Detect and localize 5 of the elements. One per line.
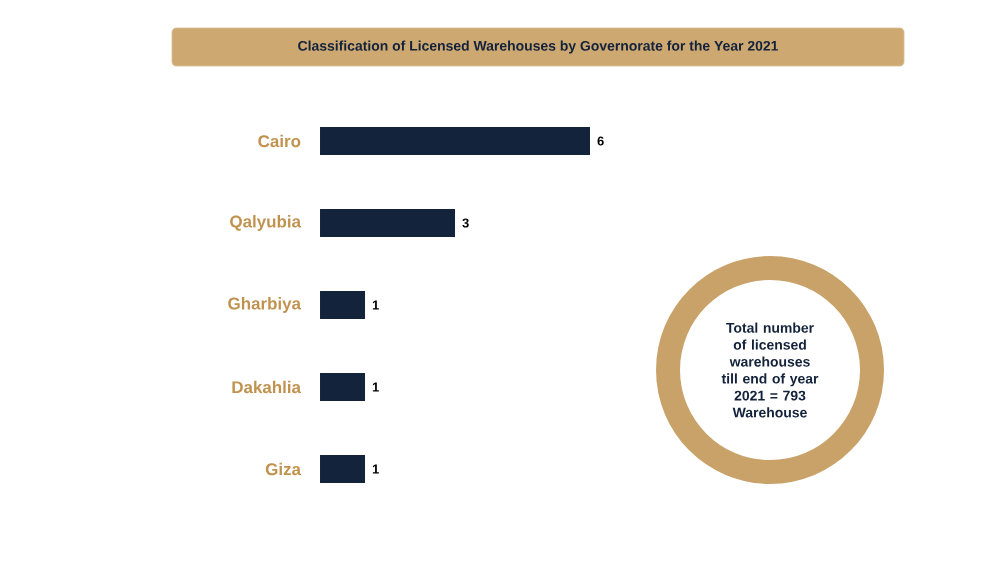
y-tick-label: Cairo	[258, 134, 301, 148]
y-tick-label: Dakahlia	[232, 380, 302, 394]
y-tick-label: Qalyubia	[230, 215, 302, 231]
y-tick-label: Gharbiya	[228, 297, 302, 313]
y-tick-label: Giza	[265, 462, 302, 476]
